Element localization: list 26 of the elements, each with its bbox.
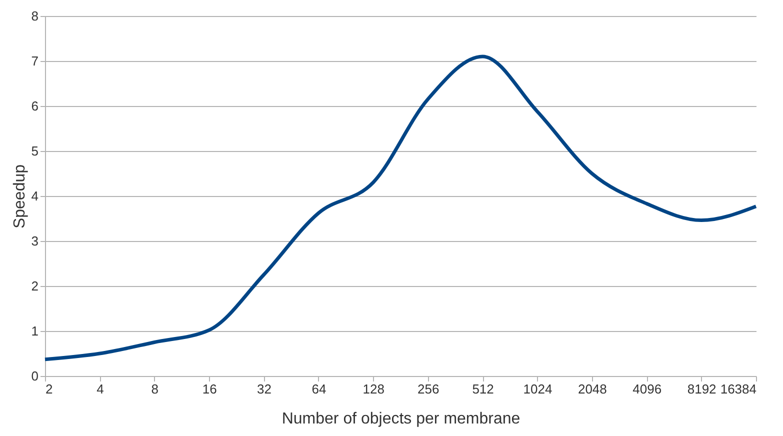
x-tick-label: 512 [472, 382, 494, 396]
x-axis-title: Number of objects per membrane [282, 410, 520, 428]
y-tick-label: 3 [31, 234, 38, 248]
x-tick-label: 256 [417, 382, 440, 396]
y-tick-label: 7 [31, 54, 38, 68]
x-tick-label: 2048 [578, 382, 607, 396]
y-tick-label: 6 [31, 98, 38, 114]
y-tick-label: 1 [31, 324, 38, 338]
y-tick-label: 4 [31, 188, 38, 204]
x-tick-label: 8 [151, 382, 158, 396]
y-tick-label: 0 [31, 368, 38, 384]
x-tick-label: 2 [46, 382, 53, 396]
x-tick-label: 64 [312, 382, 326, 396]
x-tick-label: 4096 [632, 382, 662, 396]
y-tick-label: 5 [31, 144, 38, 158]
y-tick-label: 8 [31, 8, 38, 24]
x-tick-label: 128 [362, 382, 385, 396]
x-tick-label: 1024 [523, 382, 552, 396]
x-tick-label: 32 [257, 382, 272, 396]
x-tick-label: 16 [202, 382, 217, 396]
x-tick-label: 16384 [720, 382, 756, 396]
x-tick-label: 8192 [687, 382, 716, 396]
y-tick-label: 2 [31, 278, 38, 294]
line-series [43, 54, 758, 362]
y-axis-title: Speedup [11, 164, 28, 229]
x-tick-label: 4 [96, 382, 104, 396]
